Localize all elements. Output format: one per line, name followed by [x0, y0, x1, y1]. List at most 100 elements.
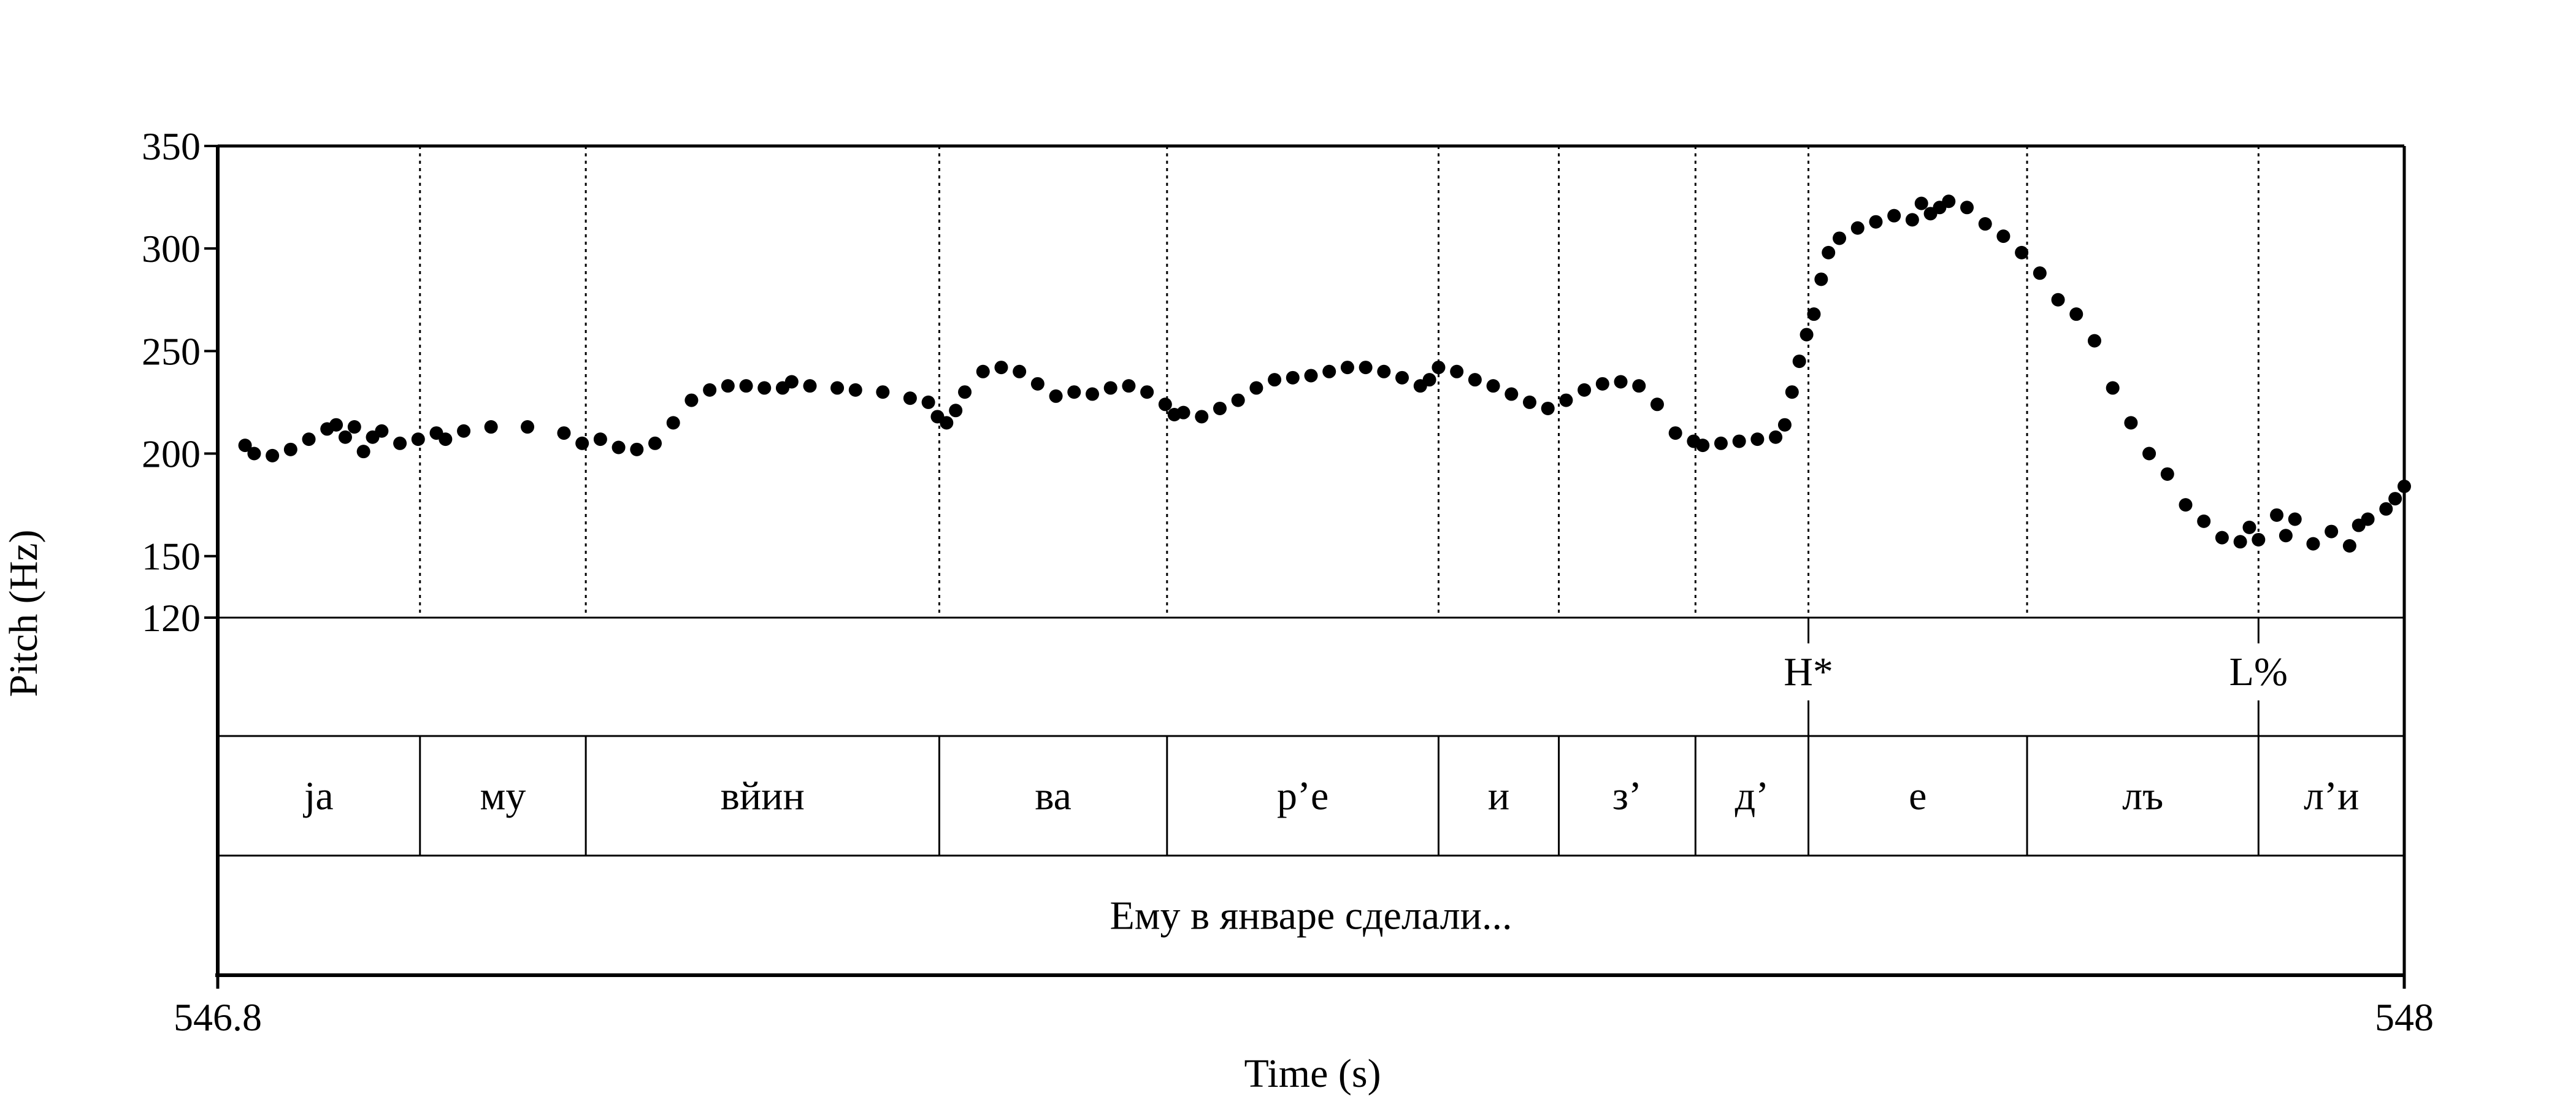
syllable-label: д’ [1735, 774, 1769, 819]
annotation-tiers: H* L% ja му вйин ва р’е и з’ д’ е лъ л’и Ему в январе… [303, 618, 2359, 938]
syllable-label: вйин [721, 774, 805, 819]
x-tick-label: 546.8 [174, 995, 262, 1039]
pitch-point [375, 424, 389, 438]
pitch-point [1577, 383, 1592, 397]
x-tick-label: 548 [2375, 995, 2434, 1039]
pitch-point [1792, 355, 1806, 369]
pitch-point [347, 420, 361, 434]
pitch-point [1340, 361, 1354, 375]
pitch-point [1800, 328, 1814, 342]
syllable-label: р’е [1277, 774, 1328, 819]
pitch-point [2279, 529, 2293, 543]
pitch-point [484, 420, 498, 434]
pitch-point [830, 381, 845, 395]
sentence-label: Ему в январе сделали... [1110, 894, 1512, 938]
pitch-point [848, 383, 862, 397]
pitch-point [1595, 377, 1609, 391]
pitch-point [283, 442, 297, 456]
pitch-point [1286, 370, 1300, 385]
pitch-point [1978, 217, 1992, 231]
pitch-point [1960, 201, 1974, 215]
pitch-point [666, 416, 680, 430]
syllable-label: ва [1035, 774, 1071, 819]
pitch-point [2306, 537, 2320, 551]
pitch-point [1850, 221, 1865, 235]
pitch-point [1432, 361, 1446, 375]
y-tick-label: 150 [142, 535, 201, 578]
pitch-point [1304, 369, 1318, 383]
pitch-point [1213, 401, 1227, 415]
pitch-point [557, 426, 571, 440]
axes: 350 300 250 200 150 120 546.8 548 [142, 125, 2434, 1039]
syllable-label: е [1909, 774, 1926, 819]
pitch-point [1714, 436, 1728, 450]
pitch-point [329, 418, 343, 432]
pitch-point [1468, 373, 1482, 387]
pitch-point [1505, 387, 1519, 401]
pitch-point [2142, 447, 2156, 461]
pitch-point [356, 445, 370, 459]
tone-label: L% [2229, 650, 2288, 694]
pitch-contour [238, 194, 2411, 553]
pitch-point [1785, 385, 1799, 399]
pitch-point [1176, 405, 1190, 420]
pitch-point [958, 385, 972, 399]
pitch-point [2215, 531, 2229, 545]
pitch-point [2179, 498, 2193, 512]
syllable-label: му [480, 774, 526, 819]
pitch-point [1541, 401, 1555, 415]
pitch-point [2342, 539, 2356, 553]
segment-boundary-grid [419, 146, 2260, 618]
pitch-point [1030, 377, 1045, 391]
pitch-point [630, 442, 644, 456]
pitch-point [2325, 524, 2339, 539]
pitch-point [1103, 381, 1117, 395]
pitch-point [1750, 432, 1765, 447]
pitch-point [648, 436, 662, 450]
pitch-point [1377, 364, 1391, 378]
pitch-point [1158, 397, 1172, 412]
pitch-point [2270, 508, 2284, 522]
pitch-point [1614, 375, 1628, 389]
y-tick-label: 120 [142, 596, 201, 640]
pitch-point [1359, 361, 1373, 375]
pitch-point [903, 391, 917, 405]
pitch-point [994, 361, 1008, 375]
pitch-point [2124, 416, 2138, 430]
pitch-point [949, 404, 963, 418]
pitch-point [1914, 196, 1928, 210]
pitch-point [1732, 434, 1746, 448]
pitch-point [1322, 364, 1336, 378]
pitch-point [876, 385, 890, 399]
pitch-point [1450, 364, 1464, 378]
pitch-point [575, 436, 589, 450]
tone-label: H* [1784, 650, 1833, 694]
pitch-point [1122, 379, 1136, 393]
pitch-point [803, 379, 817, 393]
pitch-point [721, 379, 735, 393]
pitch-point [1807, 307, 1821, 321]
pitch-point [1067, 385, 1081, 399]
pitch-point [302, 432, 316, 447]
pitch-point [784, 375, 799, 389]
pitch-point [2288, 512, 2302, 526]
pitch-point [1942, 194, 1956, 209]
pitch-point [2233, 535, 2247, 549]
pitch-point [247, 447, 261, 461]
pitch-point [703, 383, 717, 397]
pitch-point [1523, 395, 1536, 409]
pitch-point [1777, 418, 1792, 432]
pitch-point [1869, 215, 1883, 229]
pitch-point [1249, 381, 1263, 395]
pitch-point [1650, 397, 1664, 412]
pitch-point [1833, 231, 1847, 245]
pitch-point [1140, 385, 1154, 399]
syllable-label: л’и [2304, 774, 2359, 819]
pitch-point [521, 420, 535, 434]
syllable-label: ja [303, 774, 334, 819]
pitch-point [757, 381, 772, 395]
y-tick-label: 200 [142, 432, 201, 476]
pitch-point [1195, 410, 1209, 424]
pitch-point [2033, 266, 2047, 280]
